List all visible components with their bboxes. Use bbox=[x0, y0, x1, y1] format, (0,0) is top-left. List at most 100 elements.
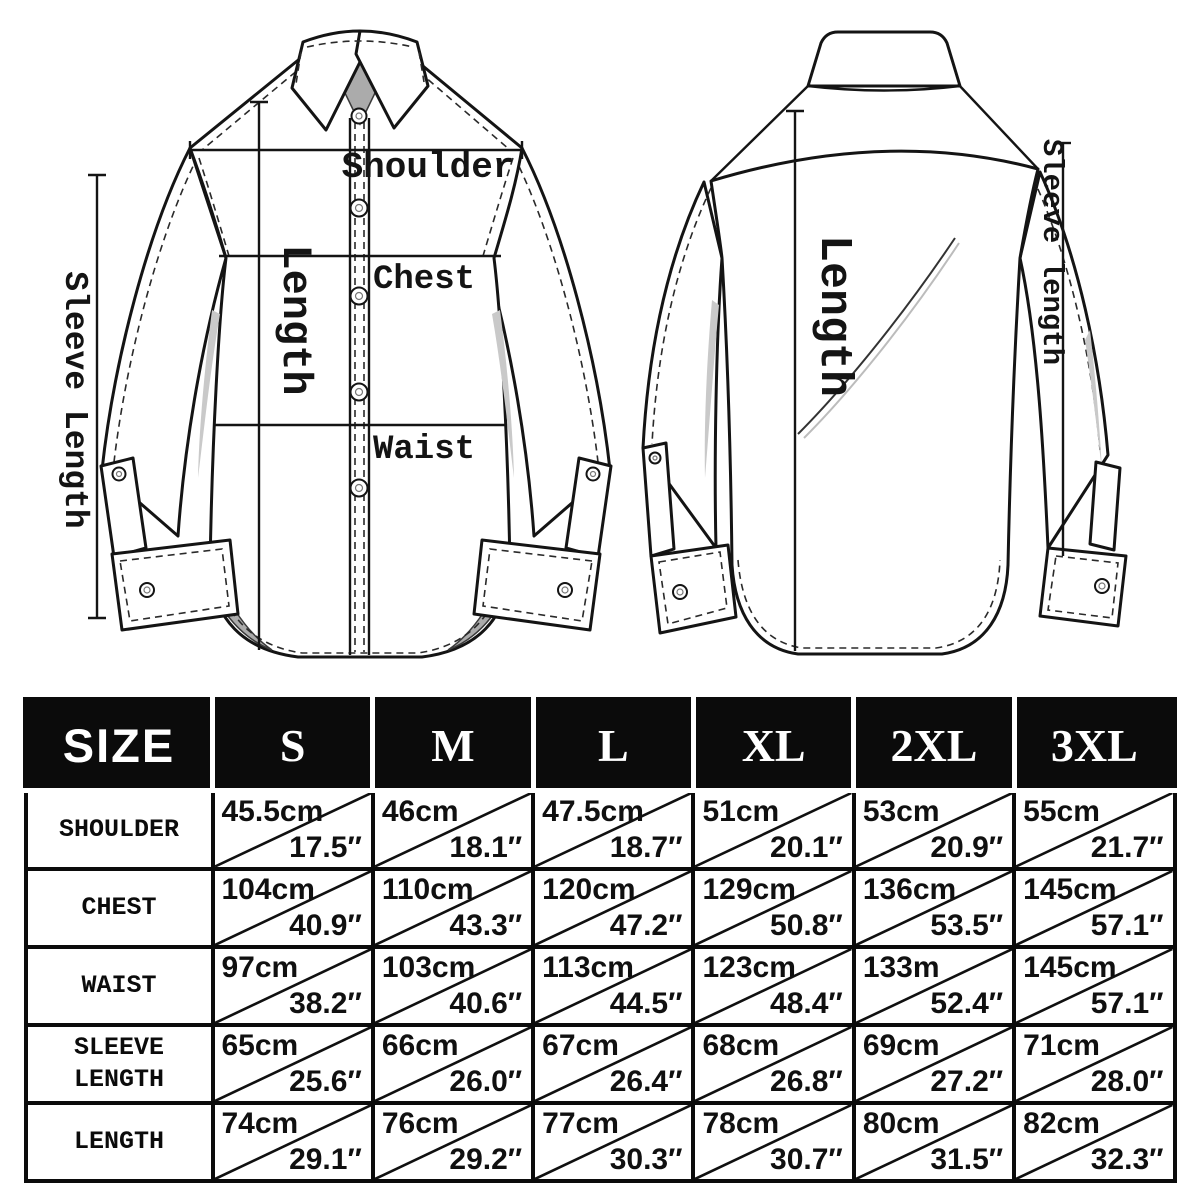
back-right-cuff bbox=[1038, 460, 1128, 628]
diagonal-line bbox=[215, 1027, 371, 1101]
size-value-cell: 47.5cm 18.7″ bbox=[531, 788, 696, 871]
diagonal-line bbox=[375, 1105, 531, 1179]
measurement-row-label: SLEEVE LENGTH bbox=[23, 1022, 215, 1105]
size-column-header: M bbox=[370, 697, 536, 793]
diagonal-line bbox=[1016, 793, 1172, 867]
diagonal-line bbox=[535, 871, 691, 945]
diagonal-line bbox=[695, 793, 851, 867]
back-left-cuff bbox=[641, 441, 738, 635]
table-row: WAIST 97cm 38.2″ 103cm 40.6″ 113cm 44.5″ 123cm 4… bbox=[23, 944, 1177, 1027]
size-value-cell: 145cm 57.1″ bbox=[1012, 944, 1177, 1027]
size-header-cell: SIZE bbox=[23, 697, 215, 793]
size-value-cell: 129cm 50.8″ bbox=[691, 866, 856, 949]
cm-value: 97cm bbox=[221, 950, 299, 984]
front-right-cuff bbox=[472, 456, 613, 632]
cm-value: 145cm bbox=[1023, 950, 1117, 984]
diagonal-line bbox=[215, 871, 371, 945]
front-left-cuff bbox=[99, 456, 240, 632]
front-length-label: Length bbox=[271, 244, 319, 395]
size-column-header: 2XL bbox=[851, 697, 1017, 793]
size-column-header: S bbox=[209, 697, 376, 793]
front-shirt-drawing: Shoulder Chest Waist Length Sleeve Lengt… bbox=[56, 29, 613, 659]
inch-value: 21.7″ bbox=[1090, 830, 1164, 864]
back-collar bbox=[806, 30, 962, 88]
front-chest-label: Chest bbox=[373, 261, 475, 299]
inch-value: 57.1″ bbox=[1090, 986, 1164, 1020]
size-value-cell: 55cm 21.7″ bbox=[1012, 788, 1177, 871]
inch-value: 43.3″ bbox=[449, 908, 523, 942]
cm-value: 110cm bbox=[381, 872, 474, 906]
front-button-placket bbox=[348, 118, 371, 655]
inch-value: 47.2″ bbox=[609, 908, 683, 942]
inch-value: 18.1″ bbox=[449, 830, 523, 864]
diagonal-line bbox=[856, 1105, 1012, 1179]
size-value-cell: 78cm 30.7″ bbox=[691, 1100, 856, 1183]
inch-value: 38.2″ bbox=[289, 986, 362, 1020]
front-waist-label: Waist bbox=[373, 431, 475, 469]
diagonal-line bbox=[1016, 1027, 1172, 1101]
diagonal-line bbox=[1016, 1105, 1172, 1179]
inch-value: 52.4″ bbox=[930, 986, 1004, 1020]
button-icon bbox=[585, 466, 601, 482]
cm-value: 67cm bbox=[542, 1028, 619, 1062]
inch-value: 20.1″ bbox=[770, 830, 843, 864]
cm-value: 104cm bbox=[221, 872, 315, 906]
inch-value: 17.5″ bbox=[289, 830, 362, 864]
size-value-cell: 76cm 29.2″ bbox=[370, 1100, 536, 1183]
diagonal-line bbox=[695, 1105, 851, 1179]
size-column-header: 3XL bbox=[1011, 697, 1178, 793]
front-torso bbox=[188, 48, 524, 659]
cm-value: 71cm bbox=[1023, 1028, 1100, 1062]
front-measurement-lines bbox=[88, 100, 524, 650]
button-icon bbox=[1094, 578, 1110, 594]
diagonal-line bbox=[535, 1105, 691, 1179]
inch-value: 18.7″ bbox=[609, 830, 683, 864]
cm-value: 47.5cm bbox=[542, 795, 644, 828]
button-icon bbox=[557, 582, 573, 598]
cm-value: 103cm bbox=[381, 950, 476, 984]
button-icon bbox=[111, 466, 127, 482]
button-icon bbox=[349, 198, 369, 218]
size-column-header: L bbox=[530, 697, 696, 793]
inch-value: 48.4″ bbox=[770, 986, 843, 1020]
header-row: SIZE S M L XL 2XL 3XL bbox=[23, 697, 1178, 793]
cm-value: 69cm bbox=[862, 1028, 940, 1062]
size-value-cell: 136cm 53.5″ bbox=[851, 866, 1017, 949]
button-icon bbox=[648, 451, 662, 465]
back-sleeve-length-label: Sleeve length bbox=[1035, 139, 1068, 365]
size-value-cell: 82cm 32.3″ bbox=[1012, 1100, 1177, 1183]
diagonal-line bbox=[856, 793, 1012, 867]
diagonal-line bbox=[1016, 871, 1172, 945]
diagonal-line bbox=[375, 949, 531, 1023]
back-shirt-drawing: Length Sleeve length bbox=[641, 30, 1128, 656]
diagonal-line bbox=[695, 949, 851, 1023]
diagonal-line bbox=[535, 1027, 691, 1101]
diagonal-line bbox=[375, 793, 531, 867]
size-value-cell: 74cm 29.1″ bbox=[210, 1100, 375, 1183]
cm-value: 113cm bbox=[542, 950, 634, 984]
diagonal-line bbox=[856, 949, 1012, 1023]
size-value-cell: 46cm 18.1″ bbox=[370, 788, 536, 871]
cm-value: 51cm bbox=[702, 795, 780, 828]
diagonal-line bbox=[375, 1027, 531, 1101]
cm-value: 133m bbox=[862, 950, 940, 984]
front-sleeve-length-label: Sleeve Length bbox=[56, 271, 93, 528]
inch-value: 31.5″ bbox=[930, 1142, 1004, 1176]
diagonal-line bbox=[375, 871, 531, 945]
size-column-header: XL bbox=[690, 697, 857, 793]
table-row: LENGTH 74cm 29.1″ 76cm 29.2″ 77cm 30.3″ 78cm 30.… bbox=[23, 1100, 1177, 1183]
back-measurement-lines bbox=[786, 109, 1071, 651]
size-value-cell: 104cm 40.9″ bbox=[210, 866, 375, 949]
measurement-row-label: LENGTH bbox=[23, 1100, 215, 1183]
table-row: SLEEVE LENGTH 65cm 25.6″ 66cm 26.0″ 67cm 26.4″… bbox=[23, 1022, 1177, 1105]
size-value-cell: 68cm 26.8″ bbox=[691, 1022, 856, 1105]
cm-value: 136cm bbox=[862, 872, 957, 906]
size-value-cell: 120cm 47.2″ bbox=[531, 866, 696, 949]
cm-value: 80cm bbox=[862, 1106, 940, 1140]
button-icon bbox=[349, 382, 369, 402]
inch-value: 53.5″ bbox=[930, 908, 1004, 942]
cm-value: 76cm bbox=[381, 1106, 459, 1140]
cm-value: 68cm bbox=[702, 1028, 780, 1062]
size-value-cell: 77cm 30.3″ bbox=[531, 1100, 696, 1183]
